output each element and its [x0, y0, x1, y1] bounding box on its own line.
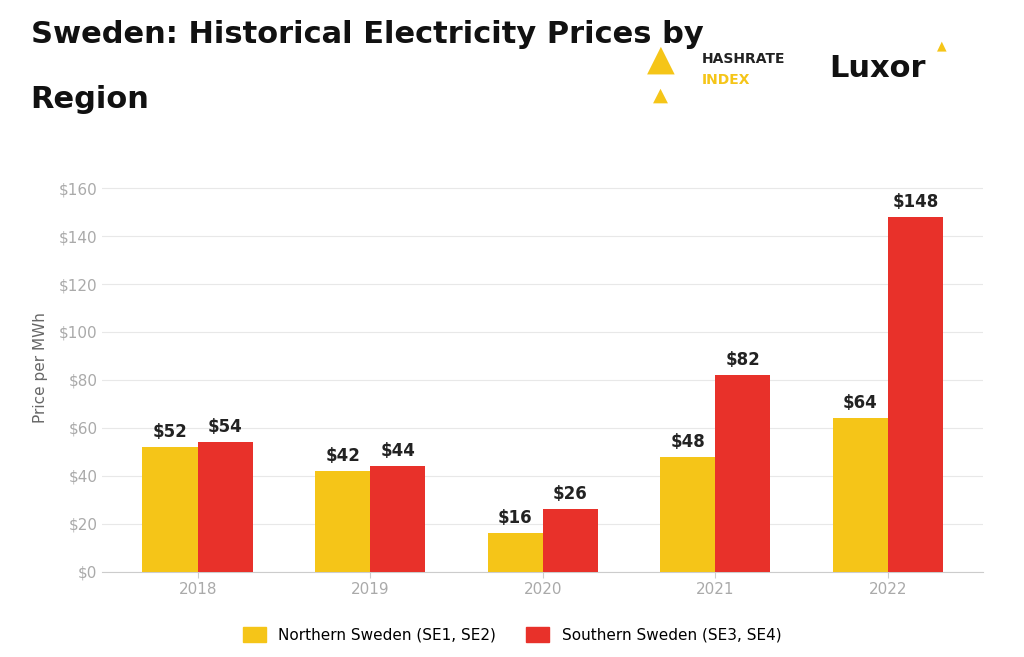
- Text: $26: $26: [553, 486, 588, 503]
- Bar: [660, 457, 715, 572]
- Text: $16: $16: [498, 509, 532, 528]
- Bar: [888, 217, 943, 572]
- Text: Sweden: Historical Electricity Prices by: Sweden: Historical Electricity Prices by: [31, 20, 703, 49]
- Bar: [543, 509, 598, 572]
- Text: $52: $52: [153, 423, 187, 441]
- Text: ▲: ▲: [646, 42, 675, 76]
- Bar: [487, 533, 543, 572]
- Bar: [198, 442, 253, 572]
- Text: $148: $148: [892, 193, 939, 211]
- Text: $48: $48: [671, 432, 706, 451]
- Text: Region: Region: [31, 85, 150, 114]
- Text: $64: $64: [843, 394, 878, 412]
- Text: $44: $44: [380, 442, 415, 460]
- Text: HASHRATE: HASHRATE: [701, 52, 785, 66]
- Bar: [142, 447, 198, 572]
- Legend: Northern Sweden (SE1, SE2), Southern Sweden (SE3, SE4): Northern Sweden (SE1, SE2), Southern Swe…: [243, 627, 781, 643]
- Text: ▲: ▲: [937, 39, 946, 53]
- Text: Luxor: Luxor: [829, 55, 926, 83]
- Text: $54: $54: [208, 419, 243, 436]
- Y-axis label: Price per MWh: Price per MWh: [33, 313, 48, 423]
- Bar: [315, 471, 371, 572]
- Bar: [833, 419, 888, 572]
- Text: ▲: ▲: [653, 86, 668, 104]
- Text: $42: $42: [326, 447, 360, 465]
- Bar: [371, 466, 425, 572]
- Text: INDEX: INDEX: [701, 73, 750, 87]
- Text: $82: $82: [725, 351, 760, 369]
- Bar: [715, 375, 770, 572]
